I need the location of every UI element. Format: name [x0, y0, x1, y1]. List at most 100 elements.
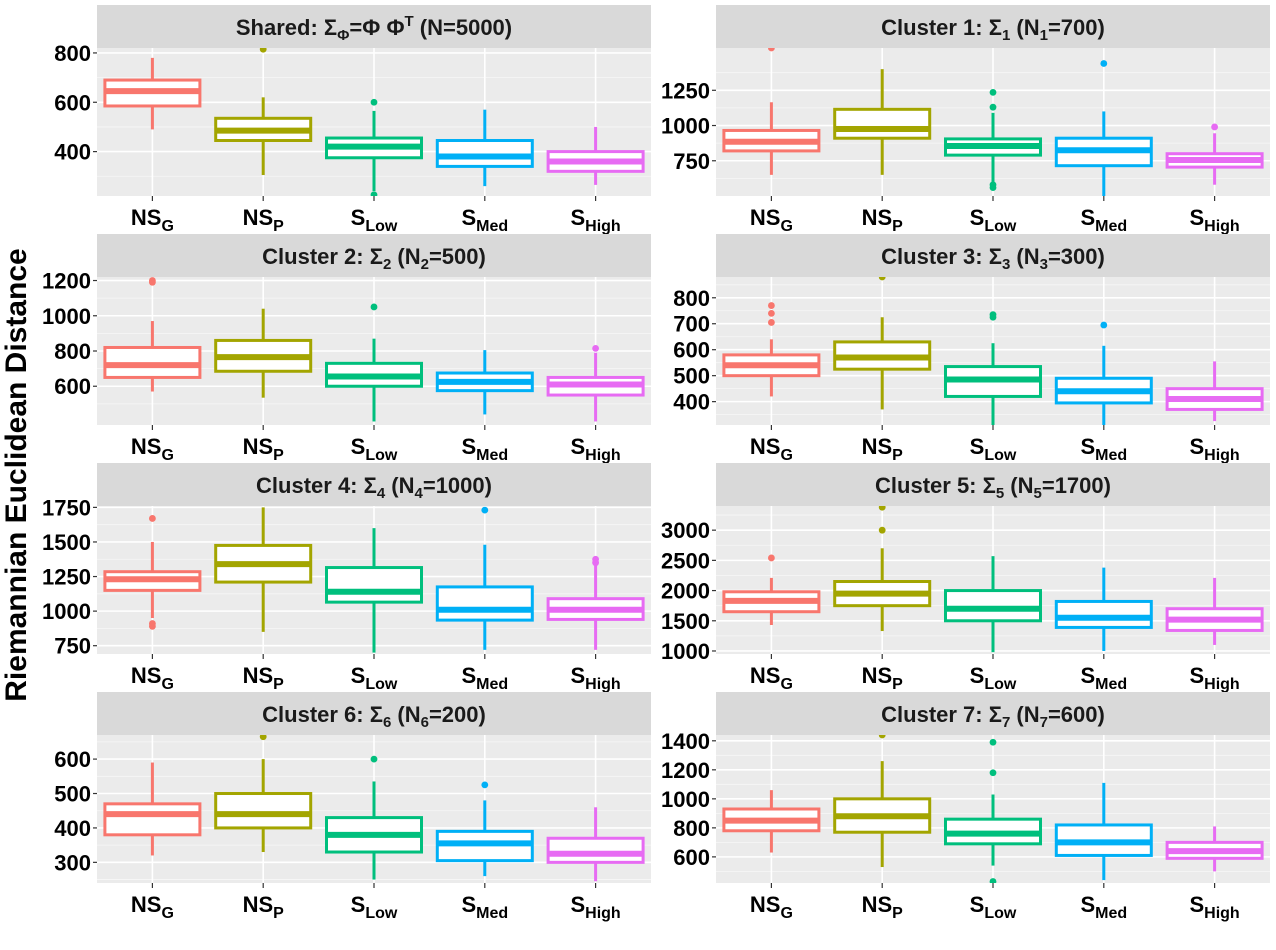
panel-strip — [716, 463, 1270, 506]
x-tick-label: NSP — [243, 892, 285, 922]
panel-title-part: =700) — [1048, 15, 1105, 40]
panel-strip — [716, 692, 1270, 735]
y-tick-label: 3000 — [661, 518, 710, 543]
x-tick-label-base: S — [1189, 663, 1204, 688]
box-s-high — [1165, 361, 1264, 422]
x-tick-label-base: NS — [243, 205, 274, 230]
panel-title-part: (N — [1010, 702, 1039, 727]
panel-title: Cluster 1: Σ1 (N1=700) — [881, 15, 1105, 44]
panel-title-part: (N — [385, 473, 414, 498]
x-tick-label-base: NS — [750, 892, 781, 917]
x-tick-label-base: NS — [862, 205, 893, 230]
box-ns-g — [103, 762, 202, 856]
box-s-high — [546, 344, 645, 422]
box-iqr — [546, 836, 645, 864]
box-s-med — [435, 506, 534, 650]
boxes-group — [722, 735, 1264, 883]
panel-title-part: (N — [1010, 244, 1039, 269]
outlier-point — [370, 755, 378, 763]
x-tick-label-sub: P — [273, 676, 284, 693]
x-tick-label-sub: P — [273, 218, 284, 235]
x-tick-label-sub: High — [1204, 447, 1240, 464]
x-tick-label: NSG — [131, 663, 174, 693]
x-tick-label-sub: Med — [476, 447, 508, 464]
outlier-point — [878, 277, 886, 281]
x-tick-label-base: NS — [750, 663, 781, 688]
panel-title-part: Cluster 2: — [262, 244, 370, 269]
outlier-point — [1100, 321, 1108, 329]
panel-title-part: 1 — [1002, 27, 1010, 44]
panel-title-part: 7 — [1040, 714, 1048, 731]
y-tick-label: 1000 — [661, 114, 710, 139]
y-tick-label: 1500 — [661, 609, 710, 634]
x-tick-label: SMed — [461, 663, 508, 693]
x-tick-label-sub: P — [892, 447, 903, 464]
x-tick-label-sub: G — [780, 676, 792, 693]
outlier-point — [768, 309, 775, 317]
panel-title-part: 1 — [1040, 27, 1048, 44]
panel-title-part: =1000) — [423, 473, 492, 498]
x-tick-label: SMed — [461, 434, 508, 464]
y-tick-label: 600 — [54, 374, 91, 399]
box-iqr — [435, 139, 534, 168]
x-tick-label-sub: High — [585, 905, 621, 922]
y-tick-label: 750 — [54, 634, 91, 659]
panel-title-part: Σ — [989, 15, 1002, 40]
x-tick-label-sub: Low — [984, 447, 1017, 464]
x-tick-label-base: S — [570, 205, 585, 230]
outlier-point — [149, 622, 156, 630]
panel-title: Cluster 3: Σ3 (N3=300) — [881, 244, 1105, 273]
panel-title-part: =Φ Φ — [349, 15, 404, 40]
panel-title-part: (N — [1010, 15, 1039, 40]
box-s-med — [1054, 782, 1153, 881]
outlier-point — [989, 313, 997, 321]
x-tick-label-sub: High — [585, 218, 621, 235]
x-tick-label: SMed — [1080, 434, 1127, 464]
y-tick-label: 300 — [54, 850, 91, 875]
box-ns-p — [214, 48, 313, 176]
x-tick-label-base: NS — [862, 892, 893, 917]
x-tick-label: SLow — [970, 663, 1017, 693]
outlier-point — [1211, 123, 1218, 131]
panel-title-part: Cluster 3: — [881, 244, 989, 269]
y-tick-label: 750 — [673, 149, 710, 174]
y-tick-label: 1400 — [661, 729, 710, 754]
box-ns-p — [833, 735, 932, 868]
panel-title: Cluster 6: Σ6 (N6=200) — [262, 702, 486, 731]
x-tick-label: SMed — [1080, 663, 1127, 693]
panel-title-part: 2 — [421, 256, 429, 273]
x-tick-label-sub: High — [585, 447, 621, 464]
x-tick-label: SLow — [351, 663, 398, 693]
box-s-low — [325, 755, 423, 880]
x-tick-label-base: S — [970, 892, 985, 917]
x-tick-label-sub: Low — [365, 218, 398, 235]
outlier-point — [370, 98, 378, 106]
x-tick-label-sub: G — [780, 447, 792, 464]
box-s-low — [325, 303, 423, 422]
y-tick-label: 1500 — [42, 530, 91, 555]
boxes-group — [103, 48, 645, 196]
x-tick-label: NSG — [131, 205, 174, 235]
x-tick-label-base: S — [570, 663, 585, 688]
panel-title-part: Σ — [989, 244, 1002, 269]
x-tick-label: NSG — [750, 892, 793, 922]
panel-title-part: Cluster 6: — [262, 702, 370, 727]
panel-title-part: Σ — [324, 15, 337, 40]
y-tick-label: 600 — [673, 845, 710, 870]
x-tick-label-sub: High — [1204, 218, 1240, 235]
panel-title-part: Cluster 5: — [875, 473, 983, 498]
panel-title-part: Σ — [989, 702, 1002, 727]
box-iqr — [833, 107, 932, 140]
x-tick-label: SLow — [970, 892, 1017, 922]
y-tick-label: 500 — [54, 782, 91, 807]
panel-title-part: Cluster 4: — [256, 473, 364, 498]
panel-7: Cluster 7: Σ7 (N7=600)600800100012001400… — [661, 692, 1270, 922]
x-tick-label: SLow — [970, 205, 1017, 235]
y-tick-label: 1250 — [42, 565, 91, 590]
panel-title-part: Σ — [370, 244, 383, 269]
y-tick-label: 1000 — [661, 639, 710, 664]
panel-title-part: 6 — [421, 714, 429, 731]
x-tick-label: SHigh — [1189, 205, 1239, 235]
